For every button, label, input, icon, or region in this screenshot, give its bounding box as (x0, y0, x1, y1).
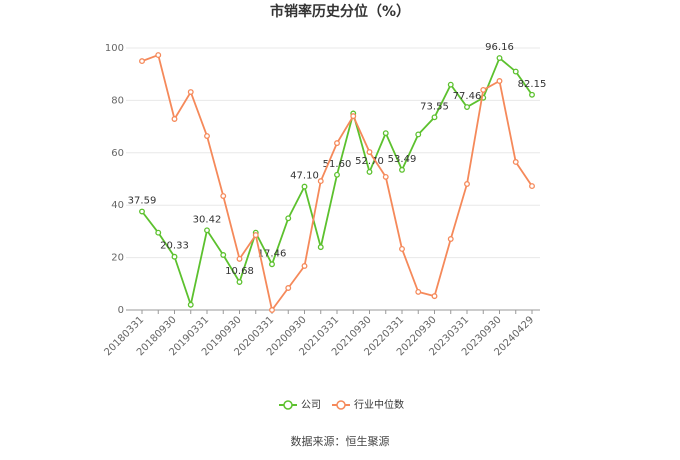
data-point (415, 131, 422, 138)
data-point (431, 114, 438, 121)
y-tick-label: 80 (111, 95, 124, 106)
data-point (512, 68, 519, 75)
data-point (171, 253, 178, 260)
data-point (382, 130, 389, 137)
data-point (220, 252, 227, 258)
data-point (301, 183, 308, 190)
data-point (155, 52, 162, 59)
data-point (431, 293, 438, 300)
data-point (317, 178, 324, 185)
source: 数据来源：恒生聚源 (291, 434, 390, 448)
data-point (334, 140, 340, 147)
data-label: 20.33 (160, 241, 189, 252)
data-point (317, 244, 324, 251)
data-point (252, 232, 259, 239)
data-point (447, 236, 454, 242)
data-label: 30.42 (193, 214, 222, 225)
data-label: 77.46 (453, 91, 482, 102)
chart-title: 市销率历史分位（%） (270, 3, 410, 20)
data-point (301, 263, 308, 269)
data-point (285, 215, 292, 222)
data-point (512, 159, 519, 165)
data-point (269, 261, 275, 268)
data-point (269, 307, 275, 313)
data-label: 51.60 (323, 159, 352, 170)
data-point (139, 58, 145, 65)
data-point (464, 104, 470, 111)
data-label: 10.68 (225, 266, 254, 277)
y-tick-label: 0 (118, 305, 124, 316)
data-label: 37.59 (128, 196, 157, 207)
data-point (496, 78, 503, 84)
data-point (204, 133, 210, 139)
legend-marker (283, 400, 293, 410)
data-point (350, 113, 357, 120)
data-point (399, 246, 405, 252)
data-point (447, 81, 454, 88)
legend-label: 公司 (301, 400, 321, 411)
data-point (155, 229, 162, 236)
legend-label: 行业中位数 (354, 398, 404, 411)
data-point (529, 183, 535, 190)
data-label: 17.46 (258, 248, 287, 259)
data-point (236, 279, 243, 285)
data-point (139, 208, 145, 215)
data-point (171, 116, 178, 122)
data-point (415, 288, 422, 295)
data-point (187, 89, 194, 95)
data-point (187, 301, 194, 308)
data-label: 53.49 (388, 154, 417, 165)
data-point (220, 193, 227, 199)
data-point (496, 55, 503, 62)
data-point (366, 149, 373, 155)
data-point (382, 173, 389, 180)
data-point (529, 91, 535, 98)
data-point (480, 86, 487, 93)
y-tick-label: 40 (111, 200, 124, 211)
data-label: 47.10 (290, 171, 319, 182)
data-point (236, 255, 243, 262)
y-tick-label: 100 (105, 43, 124, 54)
data-label: 52.70 (355, 156, 384, 167)
y-tick-label: 20 (111, 253, 124, 264)
data-point (366, 168, 373, 175)
data-point (204, 227, 210, 234)
data-point (334, 171, 340, 178)
data-point (399, 166, 405, 173)
data-label: 73.55 (420, 101, 449, 112)
legend-marker (336, 400, 346, 410)
data-label: 82.15 (518, 79, 547, 90)
data-label: 96.16 (485, 42, 514, 53)
y-tick-label: 60 (111, 148, 124, 159)
data-point (285, 285, 292, 291)
data-point (464, 181, 470, 187)
